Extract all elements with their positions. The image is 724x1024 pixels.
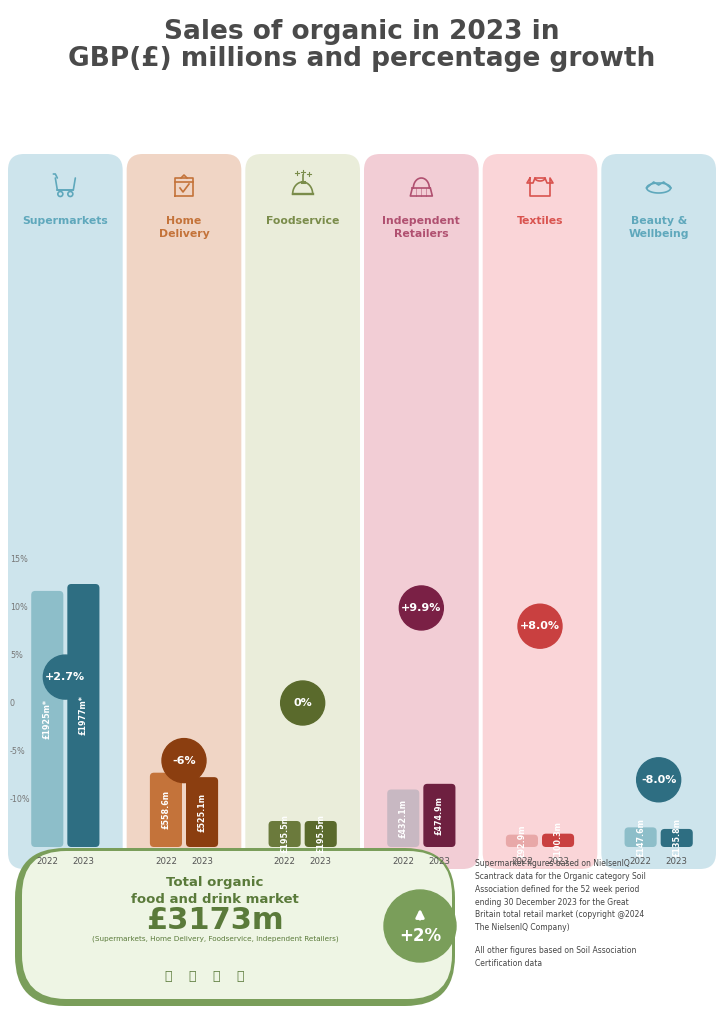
Text: Total organic
food and drink market: Total organic food and drink market [131, 876, 299, 906]
Text: 2023: 2023 [666, 857, 688, 866]
FancyBboxPatch shape [625, 827, 657, 847]
Circle shape [401, 166, 442, 206]
Text: 2022: 2022 [392, 857, 414, 866]
FancyBboxPatch shape [31, 591, 63, 847]
Text: +2%: +2% [399, 927, 441, 945]
FancyBboxPatch shape [364, 154, 479, 869]
Text: Independent
Retailers: Independent Retailers [382, 216, 460, 239]
Text: 2023: 2023 [429, 857, 450, 866]
Text: 2022: 2022 [36, 857, 58, 866]
Text: 0%: 0% [293, 698, 312, 708]
Circle shape [162, 738, 206, 782]
FancyBboxPatch shape [387, 790, 419, 847]
Text: Beauty &
Wellbeing: Beauty & Wellbeing [628, 216, 689, 239]
FancyBboxPatch shape [127, 154, 241, 869]
Circle shape [636, 758, 681, 802]
Text: 🧺: 🧺 [236, 970, 244, 982]
Text: -8.0%: -8.0% [641, 775, 676, 784]
Circle shape [384, 890, 456, 962]
Text: 2022: 2022 [155, 857, 177, 866]
Text: -10%: -10% [10, 795, 30, 804]
Circle shape [282, 166, 323, 206]
Text: £432.1m: £432.1m [399, 799, 408, 838]
Circle shape [281, 681, 324, 725]
Text: Supermarket figures based on NielsenIQ
Scantrack data for the Organic category S: Supermarket figures based on NielsenIQ S… [475, 859, 646, 932]
Text: 0: 0 [10, 698, 15, 708]
Text: £558.6m: £558.6m [161, 791, 170, 829]
Text: 15%: 15% [10, 555, 28, 563]
FancyBboxPatch shape [186, 777, 218, 847]
Text: £147.6m: £147.6m [636, 818, 645, 857]
Text: 2022: 2022 [630, 857, 652, 866]
Circle shape [400, 586, 443, 630]
Text: £474.9m: £474.9m [435, 796, 444, 835]
Circle shape [46, 166, 85, 206]
Text: 🛒: 🛒 [164, 970, 172, 982]
Text: Supermarkets: Supermarkets [22, 216, 108, 226]
Text: -6%: -6% [172, 756, 195, 766]
FancyBboxPatch shape [424, 783, 455, 847]
Text: 2023: 2023 [547, 857, 569, 866]
FancyBboxPatch shape [542, 834, 574, 847]
FancyBboxPatch shape [269, 821, 300, 847]
FancyBboxPatch shape [305, 821, 337, 847]
Text: £1925m*: £1925m* [43, 699, 52, 739]
Text: £195.5m: £195.5m [316, 814, 325, 853]
Text: 🍽: 🍽 [212, 970, 220, 982]
Text: +9.9%: +9.9% [401, 603, 442, 613]
Text: 2022: 2022 [511, 857, 533, 866]
Circle shape [518, 604, 562, 648]
Text: +8.0%: +8.0% [520, 622, 560, 631]
Text: £135.8m: £135.8m [672, 818, 681, 857]
FancyBboxPatch shape [8, 154, 122, 869]
Text: £3173m: £3173m [146, 906, 284, 935]
FancyBboxPatch shape [661, 829, 693, 847]
Text: Home
Delivery: Home Delivery [159, 216, 209, 239]
Text: 2023: 2023 [72, 857, 94, 866]
Text: 📦: 📦 [188, 970, 195, 982]
FancyBboxPatch shape [602, 154, 716, 869]
Text: £92.9m: £92.9m [518, 824, 526, 857]
Text: Textiles: Textiles [517, 216, 563, 226]
FancyBboxPatch shape [22, 851, 452, 999]
FancyBboxPatch shape [150, 773, 182, 847]
Text: GBP(£) millions and percentage growth: GBP(£) millions and percentage growth [68, 46, 656, 72]
FancyBboxPatch shape [245, 154, 360, 869]
Text: 2023: 2023 [191, 857, 213, 866]
Text: +2.7%: +2.7% [46, 672, 85, 682]
Text: -5%: -5% [10, 746, 26, 756]
Circle shape [43, 655, 88, 699]
Text: (Supermarkets, Home Delivery, Foodservice, Independent Retailers): (Supermarkets, Home Delivery, Foodservic… [92, 936, 338, 942]
Circle shape [164, 166, 204, 206]
Text: Sales of organic in 2023 in: Sales of organic in 2023 in [164, 19, 560, 45]
Text: 2023: 2023 [310, 857, 332, 866]
FancyBboxPatch shape [483, 154, 597, 869]
FancyBboxPatch shape [506, 835, 538, 847]
FancyBboxPatch shape [15, 848, 455, 1006]
Text: £195.5m: £195.5m [280, 814, 289, 853]
Text: Foodservice: Foodservice [266, 216, 340, 226]
Circle shape [639, 166, 678, 206]
Text: £525.1m: £525.1m [198, 793, 206, 831]
FancyBboxPatch shape [67, 584, 99, 847]
Text: £1977m*: £1977m* [79, 695, 88, 735]
Text: 2022: 2022 [274, 857, 295, 866]
Text: £100.3m: £100.3m [554, 821, 563, 860]
Circle shape [520, 166, 560, 206]
Text: 5%: 5% [10, 650, 23, 659]
Text: 10%: 10% [10, 602, 28, 611]
Text: All other figures based on Soil Association
Certification data: All other figures based on Soil Associat… [475, 946, 636, 968]
